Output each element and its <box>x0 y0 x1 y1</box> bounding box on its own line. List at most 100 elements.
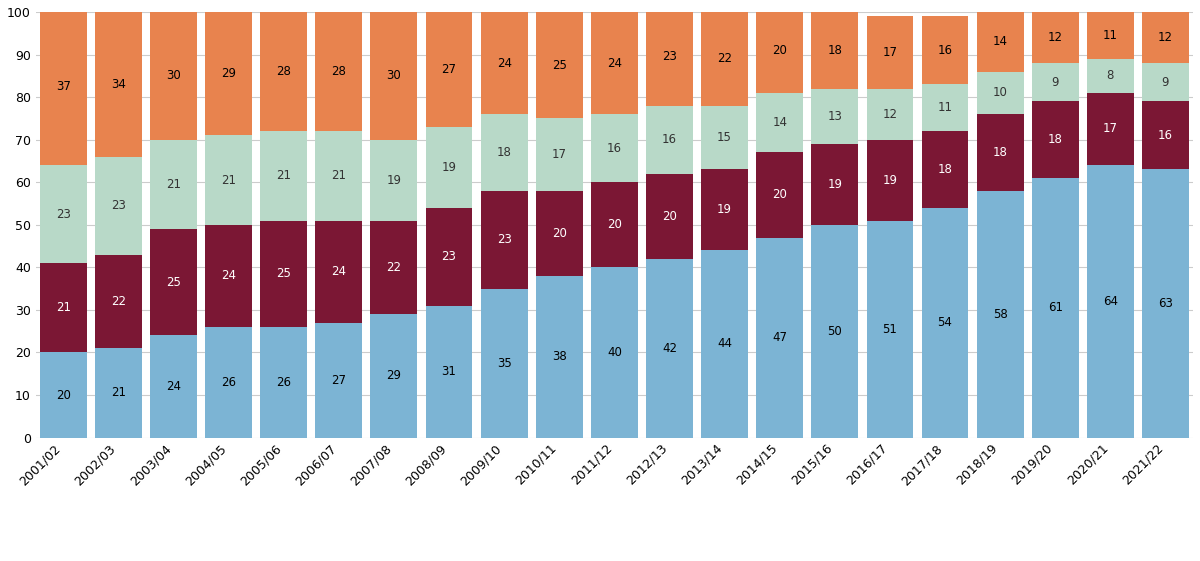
Bar <box>536 276 583 438</box>
Text: 23: 23 <box>110 199 126 212</box>
Text: 28: 28 <box>276 65 292 78</box>
Bar <box>922 84 968 131</box>
Bar <box>866 89 913 140</box>
Bar <box>701 105 748 169</box>
Bar <box>756 8 803 93</box>
Bar <box>1142 12 1189 63</box>
Bar <box>95 255 142 348</box>
Bar <box>646 105 692 174</box>
Bar <box>260 327 307 438</box>
Text: 40: 40 <box>607 346 622 359</box>
Text: 19: 19 <box>718 204 732 217</box>
Bar <box>316 131 362 220</box>
Bar <box>205 135 252 225</box>
Text: 42: 42 <box>662 342 677 355</box>
Text: 18: 18 <box>1048 133 1063 146</box>
Text: 13: 13 <box>827 110 842 123</box>
Text: 26: 26 <box>276 376 292 389</box>
Bar <box>371 220 418 314</box>
Text: 22: 22 <box>110 295 126 308</box>
Bar <box>590 182 637 268</box>
Text: 28: 28 <box>331 65 347 78</box>
Bar <box>756 153 803 237</box>
Text: 22: 22 <box>718 52 732 65</box>
Text: 23: 23 <box>497 233 511 246</box>
Text: 20: 20 <box>55 389 71 402</box>
Text: 19: 19 <box>442 161 456 174</box>
Bar <box>260 131 307 220</box>
Text: 31: 31 <box>442 365 456 378</box>
Text: 18: 18 <box>497 146 511 159</box>
Text: 12: 12 <box>1048 31 1063 44</box>
Text: 16: 16 <box>937 44 953 57</box>
Bar <box>701 169 748 250</box>
Bar <box>590 114 637 182</box>
Text: 29: 29 <box>221 67 236 80</box>
Text: 25: 25 <box>276 267 292 280</box>
Bar <box>701 12 748 105</box>
Bar <box>977 191 1024 438</box>
Bar <box>205 327 252 438</box>
Bar <box>1032 12 1079 63</box>
Bar <box>1087 165 1134 438</box>
Text: 24: 24 <box>497 57 511 70</box>
Text: 18: 18 <box>992 146 1008 159</box>
Bar <box>426 12 473 127</box>
Text: 25: 25 <box>552 59 566 72</box>
Text: 21: 21 <box>331 169 347 182</box>
Bar <box>1087 12 1134 59</box>
Text: 20: 20 <box>773 44 787 57</box>
Bar <box>866 140 913 220</box>
Text: 35: 35 <box>497 357 511 370</box>
Bar <box>95 157 142 255</box>
Bar <box>1032 102 1079 178</box>
Bar <box>922 131 968 208</box>
Text: 12: 12 <box>882 108 898 121</box>
Bar <box>40 8 86 165</box>
Bar <box>371 12 418 140</box>
Text: 20: 20 <box>662 210 677 223</box>
Bar <box>150 335 197 438</box>
Bar <box>205 12 252 135</box>
Text: 11: 11 <box>1103 29 1118 42</box>
Text: 54: 54 <box>937 316 953 329</box>
Bar <box>40 263 86 352</box>
Text: 24: 24 <box>331 265 347 278</box>
Bar <box>316 12 362 131</box>
Bar <box>756 93 803 153</box>
Bar <box>590 268 637 438</box>
Text: 23: 23 <box>55 208 71 220</box>
Text: 21: 21 <box>221 173 236 187</box>
Text: 9: 9 <box>1051 76 1060 89</box>
Bar <box>536 191 583 276</box>
Bar <box>701 250 748 438</box>
Bar <box>1032 63 1079 102</box>
Bar <box>150 140 197 229</box>
Bar <box>1142 169 1189 438</box>
Text: 17: 17 <box>552 148 566 161</box>
Bar <box>481 12 528 114</box>
Text: 30: 30 <box>166 70 181 82</box>
Bar <box>426 208 473 306</box>
Text: 47: 47 <box>773 331 787 344</box>
Text: 10: 10 <box>992 86 1008 99</box>
Bar <box>260 220 307 327</box>
Text: 64: 64 <box>1103 295 1118 308</box>
Text: 23: 23 <box>442 250 456 263</box>
Bar <box>977 114 1024 191</box>
Text: 15: 15 <box>718 131 732 144</box>
Text: 18: 18 <box>827 44 842 57</box>
Text: 61: 61 <box>1048 301 1063 314</box>
Text: 50: 50 <box>828 325 842 338</box>
Bar <box>205 225 252 327</box>
Text: 21: 21 <box>166 178 181 191</box>
Bar <box>1142 102 1189 169</box>
Bar <box>426 306 473 438</box>
Bar <box>536 118 583 191</box>
Text: 24: 24 <box>607 57 622 70</box>
Bar <box>95 348 142 438</box>
Text: 20: 20 <box>552 227 566 240</box>
Bar <box>1087 93 1134 165</box>
Bar <box>756 237 803 438</box>
Text: 19: 19 <box>386 173 402 187</box>
